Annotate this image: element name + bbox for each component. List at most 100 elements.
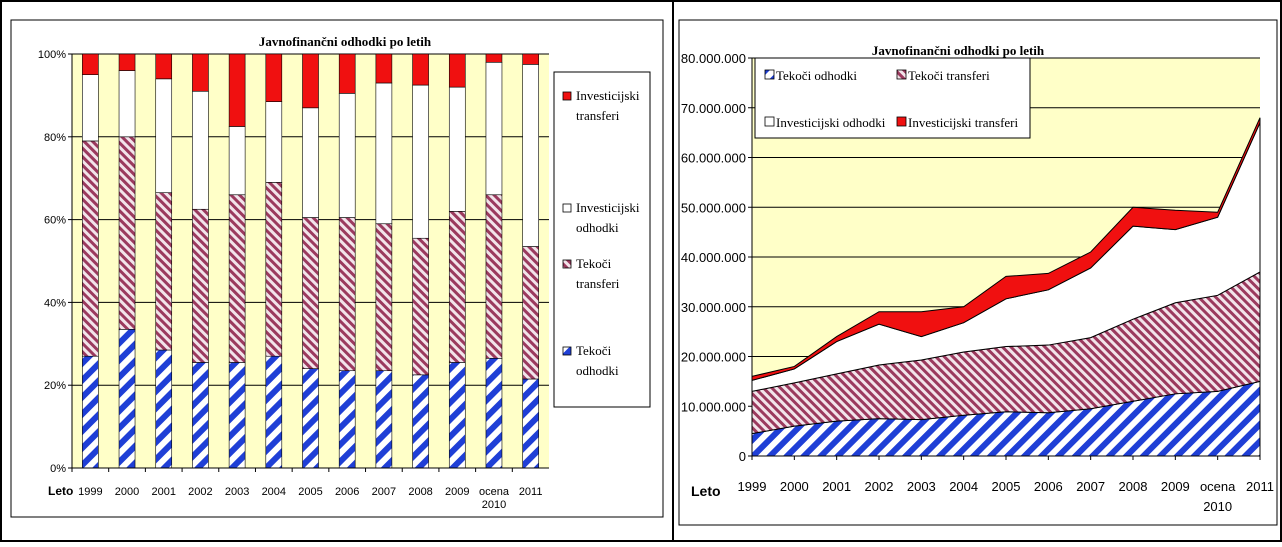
- left-bar-segment-tekoci_odhodki: [522, 378, 539, 469]
- left-bar-segment-investicijski_transferi: [155, 53, 173, 80]
- left-x-tick-label: 2011: [519, 486, 543, 498]
- right-x-tick-label: 2000: [780, 479, 809, 494]
- left-legend-swatch-tekoci_odhodki: [562, 346, 572, 356]
- left-bar-segment-investicijski_odhodki: [155, 78, 173, 193]
- left-bar-segment-tekoci_transferi: [228, 194, 246, 363]
- right-y-tick-label: 0: [739, 449, 746, 464]
- left-bar-segment-tekoci_odhodki: [338, 370, 356, 469]
- left-bar-segment-investicijski_transferi: [448, 53, 466, 88]
- left-bar-segment-investicijski_odhodki: [338, 93, 356, 218]
- right-legend-label: Tekoči odhodki: [776, 68, 857, 83]
- left-bar-segment-tekoci_odhodki: [485, 357, 503, 469]
- left-bar-segment-investicijski_transferi: [118, 53, 136, 71]
- left-bar-segment-investicijski_transferi: [338, 53, 356, 94]
- left-legend-swatch-investicijski_transferi: [562, 91, 572, 101]
- left-legend-swatch-investicijski_odhodki: [562, 203, 572, 213]
- right-x-tick-label: 2010: [1203, 499, 1232, 514]
- right-legend-label: Investicijski odhodki: [776, 115, 886, 130]
- left-x-tick-label: 2001: [151, 486, 175, 498]
- right-y-tick-label: 50.000.000: [681, 200, 746, 215]
- right-x-tick-label: 2004: [949, 479, 978, 494]
- left-bar-segment-investicijski_odhodki: [82, 74, 99, 142]
- left-bar-segment-tekoci_transferi: [338, 217, 356, 372]
- right-x-tick-label: 2011: [1246, 479, 1274, 494]
- left-bar-segment-investicijski_odhodki: [485, 61, 503, 196]
- left-y-tick-label: 40%: [44, 297, 66, 309]
- right-x-tick-label: 2009: [1161, 479, 1190, 494]
- right-x-tick-label: 2007: [1076, 479, 1105, 494]
- left-x-tick-label: 2010: [482, 499, 506, 511]
- right-legend-swatch-tekoci_odhodki: [764, 69, 775, 80]
- left-legend-label: Investicijski: [576, 200, 640, 215]
- left-bar-segment-tekoci_transferi: [192, 208, 209, 363]
- left-bar-segment-tekoci_odhodki: [412, 374, 429, 469]
- left-bar-segment-tekoci_odhodki: [302, 368, 319, 469]
- right-x-tick-label: 2001: [822, 479, 851, 494]
- right-legend: [754, 57, 1031, 139]
- right-legend-label: Tekoči transferi: [908, 68, 990, 83]
- left-legend-label: odhodki: [576, 220, 619, 235]
- left-y-tick-label: 60%: [44, 215, 66, 227]
- left-bar-segment-tekoci_transferi: [485, 194, 503, 359]
- left-bar-segment-investicijski_transferi: [192, 53, 209, 92]
- left-bar-segment-tekoci_odhodki: [155, 349, 173, 469]
- left-legend-label: odhodki: [576, 363, 619, 378]
- right-area-investicijski_transferi: [751, 117, 1261, 382]
- left-bar-segment-investicijski_odhodki: [228, 126, 246, 196]
- left-bar-segment-investicijski_transferi: [412, 53, 429, 86]
- left-bar-segment-investicijski_odhodki: [118, 70, 136, 138]
- left-bar-segment-tekoci_odhodki: [265, 355, 283, 469]
- right-y-tick-label: 60.000.000: [681, 151, 746, 166]
- left-legend-label: Investicijski: [576, 88, 640, 103]
- left-x-tick-label: 2003: [225, 486, 249, 498]
- right-legend-swatch-investicijski_transferi: [896, 116, 907, 127]
- left-y-tick-label: 80%: [44, 132, 66, 144]
- right-x-tick-label: 2003: [907, 479, 936, 494]
- left-x-tick-label: 2005: [298, 486, 322, 498]
- left-bar-segment-tekoci_odhodki: [228, 362, 246, 469]
- left-bar-segment-investicijski_transferi: [228, 53, 246, 127]
- left-legend-swatch-tekoci_transferi: [562, 259, 572, 269]
- left-bar-segment-investicijski_odhodki: [375, 82, 393, 225]
- left-bar-segment-investicijski_transferi: [302, 53, 319, 109]
- left-x-tick-label: 2009: [445, 486, 469, 498]
- right-x-tick-label: 2005: [992, 479, 1021, 494]
- left-legend-label: transferi: [576, 276, 620, 291]
- left-bar-segment-tekoci_odhodki: [448, 362, 466, 469]
- left-x-tick-label: 1999: [78, 486, 102, 498]
- right-y-tick-label: 80.000.000: [681, 51, 746, 66]
- left-bar-segment-investicijski_odhodki: [302, 107, 319, 218]
- right-cell-frame: [672, 0, 1282, 542]
- left-bar-segment-investicijski_transferi: [522, 53, 539, 65]
- left-legend-label: Tekoči: [576, 256, 612, 271]
- right-y-tick-label: 40.000.000: [681, 250, 746, 265]
- right-y-tick-label: 20.000.000: [681, 350, 746, 365]
- left-bar-segment-investicijski_transferi: [375, 53, 393, 84]
- left-bar-segment-tekoci_odhodki: [118, 329, 136, 469]
- stacked-area-chart: 0 10.000.000 20.000.000 30.000.000 40.000.00…: [678, 19, 1278, 526]
- left-legend-label: Tekoči: [576, 343, 612, 358]
- left-x-tick-label: 2004: [262, 486, 286, 498]
- right-x-tick-label: 2008: [1119, 479, 1148, 494]
- left-bar-segment-investicijski_transferi: [82, 53, 99, 76]
- left-chart-title: Javnofinančni odhodki po letih: [259, 34, 432, 49]
- right-x-tick-label: 2006: [1034, 479, 1063, 494]
- right-y-tick-label: 10.000.000: [681, 399, 746, 414]
- left-bar-segment-tekoci_transferi: [82, 140, 99, 357]
- left-bar-segment-investicijski_odhodki: [412, 84, 429, 239]
- left-x-tick-label: 2002: [188, 486, 212, 498]
- right-legend-label: Investicijski transferi: [908, 115, 1018, 130]
- left-y-tick-label: 20%: [44, 380, 66, 392]
- left-x-axis-label: Leto: [48, 484, 73, 498]
- left-bar-segment-tekoci_transferi: [448, 211, 466, 363]
- left-bar-segment-tekoci_transferi: [522, 246, 539, 380]
- left-bar-segment-investicijski_odhodki: [522, 64, 539, 247]
- left-bar-segment-tekoci_odhodki: [375, 370, 393, 469]
- left-bar-segment-tekoci_transferi: [155, 192, 173, 351]
- left-bar-segment-investicijski_odhodki: [265, 101, 283, 183]
- percent-stacked-bar-chart: 0% 20% 40% 60% 80% 100% 1999 2000 2001 2002 2003 20…: [10, 19, 664, 518]
- right-y-tick-label: 70.000.000: [681, 101, 746, 116]
- left-bar-segment-tekoci_odhodki: [82, 355, 99, 469]
